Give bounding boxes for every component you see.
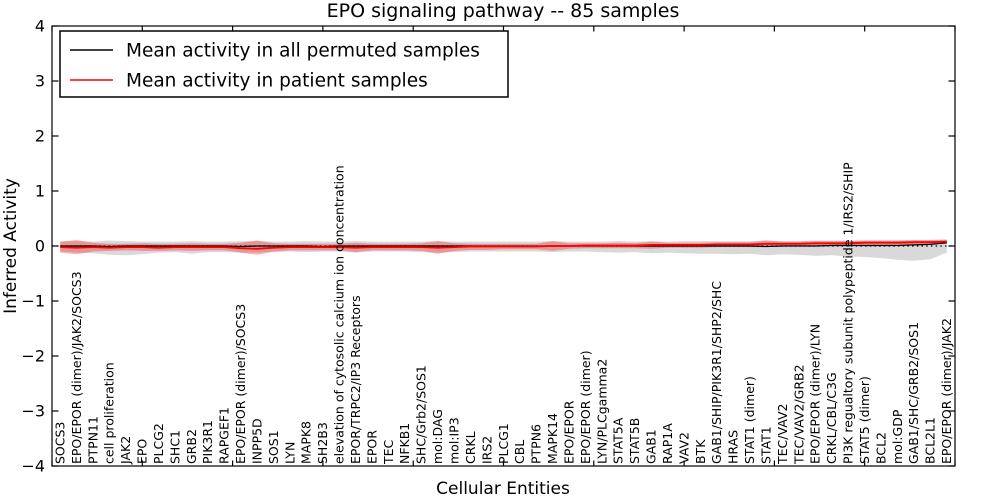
x-category-label: CBL [512,440,527,464]
x-category-label: BCL2 [873,432,888,464]
x-category-label: mol:GDP [890,409,905,464]
x-category-label: EPO/EPOR (dimer)/JAK2/SOCS3 [69,271,84,464]
x-category-label: mol:DAG [430,409,445,464]
x-category-label: EPO/EPOR (dimer)/JAK2 [939,318,954,464]
x-category-label: PTPN11 [85,416,100,464]
x-category-label: BTK [693,439,708,464]
x-category-label: EPO/EPOR (dimer) [578,350,593,464]
x-category-label: elevation of cytosolic calcium ion conce… [332,165,347,464]
x-category-label: EPO/EPOR (dimer)/SOCS3 [233,304,248,464]
x-category-label: GAB1 [644,429,659,464]
chart-title: EPO signaling pathway -- 85 samples [327,0,680,22]
x-category-label: RAPGEF1 [217,407,232,464]
y-tick-label: −4 [21,457,45,476]
x-axis-label: Cellular Entities [436,479,570,499]
x-category-label: EPO [135,439,150,464]
y-axis-label: Inferred Activity [1,178,21,314]
x-category-label: LYN [282,442,297,464]
x-category-label: GRB2 [184,429,199,464]
x-category-label: PTPN6 [529,424,544,464]
x-category-label: BCL2L1 [923,417,938,464]
x-category-label: HRAS [726,430,741,464]
x-category-label: PLCG2 [151,423,166,464]
x-category-label: CRKL [463,431,478,464]
x-category-label: MAPK8 [299,421,314,464]
y-tick-label: −1 [21,292,45,311]
x-category-label: EPO/EPOR (dimer)/LYN [808,324,823,464]
x-category-label: VAV2 [676,432,691,464]
y-tick-label: 2 [35,127,45,146]
x-category-label: INPP5D [249,418,264,464]
legend: Mean activity in all permuted samples Me… [59,30,509,98]
legend-label-patient: Mean activity in patient samples [126,71,428,92]
x-category-label: TEC/VAV2/GRB2 [791,364,806,465]
x-category-label: GAB1/SHIP/PIK3R1/SHP2/SHC [709,281,724,464]
x-category-label: SOCS3 [52,422,67,464]
x-category-label: EPO/EPOR [561,400,576,464]
y-tick-label: 3 [35,72,45,91]
x-category-label: STAT5B [627,418,642,464]
x-category-label: CRKL/CBL/C3G [824,372,839,464]
x-category-label: TEC [381,439,396,465]
x-category-label: NFKB1 [397,423,412,464]
x-category-label: STAT5A [611,417,626,464]
x-category-label: LYN/PLCgamma2 [594,359,609,464]
x-category-label: MAPK14 [545,413,560,464]
x-category-label: PLCG1 [496,423,511,464]
x-category-label: SOS1 [266,430,281,464]
patient-mean-line [60,240,947,250]
x-category-label: STAT1 [758,426,773,464]
x-category-label: STAT5 (dimer) [857,376,872,464]
legend-label-permuted: Mean activity in all permuted samples [126,41,480,62]
y-tick-label: 1 [35,182,45,201]
x-category-label: RAP1A [660,423,675,464]
y-tick-label: −3 [21,402,45,421]
series-lines [60,240,947,250]
plot-border [51,25,956,467]
x-category-label: PIK3R1 [200,420,215,464]
x-category-label: SHC/Grb2/SOS1 [414,365,429,464]
y-tick-label: 4 [35,17,45,36]
x-category-label: SH2B3 [315,422,330,464]
legend-box [59,30,509,98]
x-category-label: TEC/VAV2 [775,404,790,465]
x-category-label: mol:IP3 [446,417,461,464]
x-category-label: EPOR [364,430,379,464]
x-category-labels: SOCS3 EPO/EPOR (dimer)/JAK2/SOCS3 PTPN11 ce… [52,162,954,465]
x-category-label: SHC1 [167,430,182,464]
x-category-label: JAK2 [118,436,133,465]
x-category-label: PI3K regualtory subunit polypeptide 1/IR… [841,162,856,464]
x-category-label: cell proliferation [102,362,117,464]
x-category-label: GAB1/SHC/GRB2/SOS1 [906,322,921,464]
y-tick-labels: 4 3 2 1 0 −1 −2 −3 −4 [21,17,45,476]
y-tick-label: −2 [21,347,45,366]
x-category-label: IRS2 [479,436,494,464]
y-tick-label: 0 [35,237,45,256]
x-category-label: STAT1 (dimer) [742,376,757,464]
x-category-label: EPOR/TRPC2/IP3 Receptors [348,295,363,464]
